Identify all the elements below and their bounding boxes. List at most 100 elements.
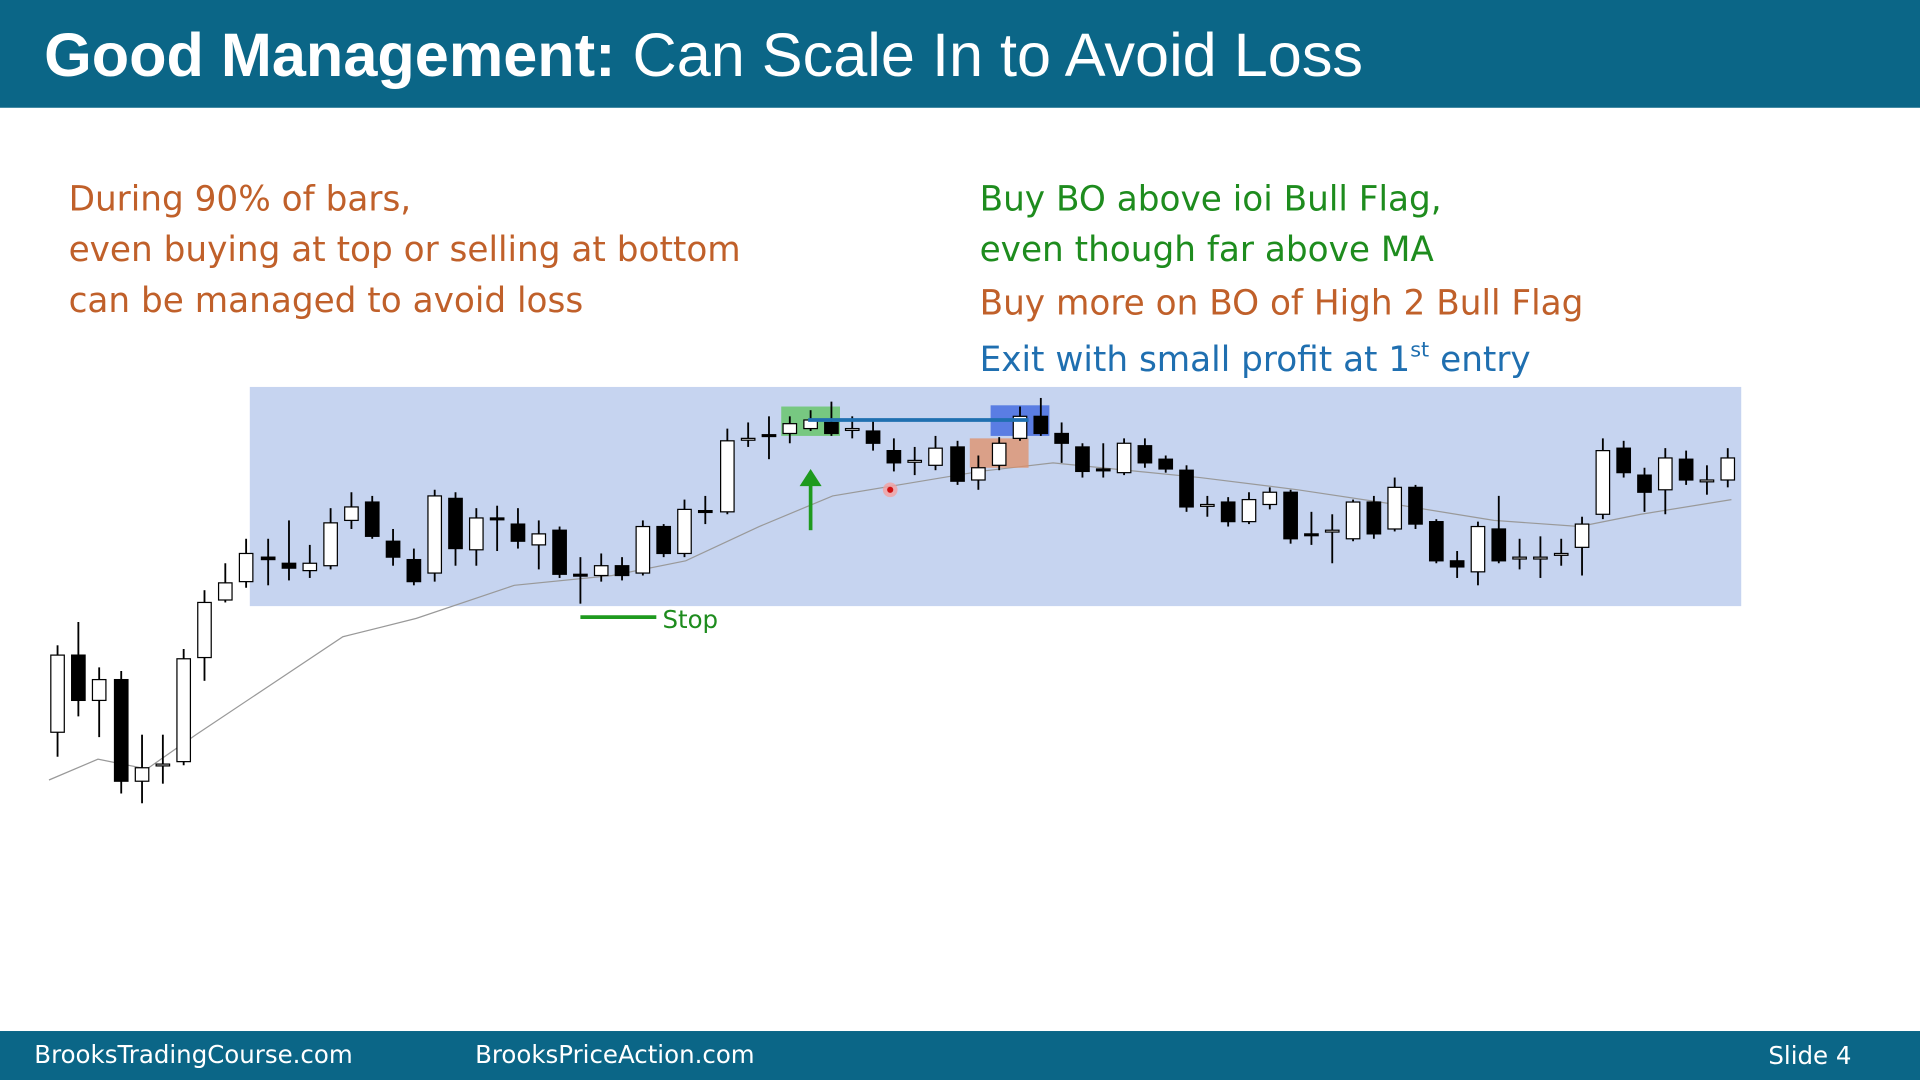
candle-body — [552, 529, 567, 575]
candle-body — [531, 533, 547, 546]
text-line: Buy BO above ioi Bull Flag, — [980, 180, 1442, 220]
candle-body — [824, 421, 839, 435]
candle-body — [844, 427, 860, 432]
text-part: entry — [1440, 340, 1531, 380]
candle-body — [1241, 498, 1257, 523]
candle-body — [323, 522, 338, 567]
candle-body — [385, 540, 401, 558]
text-line: even buying at top or selling at bottom — [69, 230, 741, 270]
title: Good Management: Can Scale In to Avoid L… — [44, 21, 1363, 89]
footer: BrooksTradingCourse.com BrooksPriceActio… — [34, 1040, 1851, 1070]
candle-body — [489, 517, 505, 521]
candle-body — [1158, 458, 1174, 470]
candle-body — [1428, 521, 1444, 562]
candle-body — [865, 430, 881, 444]
candle-body — [991, 442, 1007, 466]
candle-body — [155, 763, 171, 767]
candle-body — [91, 678, 107, 702]
text-part: Exit with small profit at 1 — [980, 340, 1411, 380]
candle-body — [364, 501, 380, 537]
candle-body — [1387, 486, 1403, 530]
candle-body — [510, 523, 526, 542]
candle-body — [1533, 556, 1548, 560]
candle-body — [1449, 560, 1465, 568]
candle-body — [677, 508, 692, 555]
candle-body — [1262, 491, 1278, 506]
candle-body — [1137, 445, 1153, 464]
candles — [50, 397, 1736, 804]
footer-site: BrooksTradingCourse.com — [34, 1040, 352, 1069]
text-line: During 90% of bars, — [69, 180, 412, 220]
candle-body — [761, 434, 777, 438]
title-bold: Good Management: — [44, 21, 615, 89]
candle-body — [1075, 446, 1090, 473]
candle-body — [50, 654, 65, 733]
footer-bar — [0, 1031, 1920, 1080]
candle-body — [1366, 501, 1382, 535]
candle-body — [1491, 528, 1507, 562]
candle-body — [720, 440, 735, 513]
candle-body — [238, 552, 254, 583]
cursor-dot-center — [887, 486, 894, 493]
candle-body — [344, 506, 359, 522]
price-chart: Stop — [48, 386, 1742, 804]
stop-label: Stop — [662, 605, 718, 634]
candle-body — [71, 654, 86, 702]
candle-body — [1324, 529, 1340, 533]
candle-body — [1553, 552, 1569, 556]
candle-body — [1095, 468, 1111, 472]
candle-body — [1637, 474, 1652, 493]
text-line: even though far above MA — [980, 230, 1435, 270]
candle-body — [886, 450, 902, 464]
candle-body — [928, 447, 943, 466]
candle-body — [573, 573, 588, 577]
text-line: Buy more on BO of High 2 Bull Flag — [980, 284, 1584, 324]
candle-body — [1345, 501, 1361, 540]
candle-body — [1657, 457, 1673, 491]
candle-body — [217, 582, 233, 601]
text-line: Exit with small profit at 1st entry — [980, 337, 1531, 380]
candle-body — [113, 678, 129, 782]
text-line: can be managed to avoid loss — [69, 281, 584, 321]
candle-body — [448, 497, 463, 550]
candle-body — [1512, 556, 1527, 560]
candle-body — [1616, 447, 1632, 474]
candle-body — [1283, 491, 1298, 540]
candle-body — [614, 565, 630, 577]
candle-body — [1470, 525, 1486, 573]
slide-number: Slide 4 — [1768, 1041, 1851, 1070]
candle-body — [656, 525, 672, 555]
candle-body — [134, 767, 150, 782]
candle-body — [1179, 469, 1194, 508]
candle-body — [1678, 458, 1694, 481]
candle-body — [1595, 450, 1611, 515]
candle-body — [907, 459, 923, 463]
candle-body — [782, 423, 798, 435]
title-rest: Can Scale In to Avoid Loss — [632, 21, 1363, 89]
candle-body — [950, 446, 965, 482]
moving-average — [48, 462, 1732, 781]
candle-body — [1054, 432, 1069, 444]
candle-body — [1720, 457, 1736, 481]
candle-body — [427, 495, 443, 574]
candle-body — [1116, 442, 1132, 474]
candle-body — [260, 556, 276, 561]
text-part — [1429, 340, 1440, 380]
footer-site: BrooksPriceAction.com — [475, 1040, 755, 1069]
candle-body — [1200, 503, 1215, 507]
candle-body — [1699, 479, 1715, 483]
candle-body — [1408, 486, 1423, 525]
candle-body — [176, 658, 192, 763]
superscript: st — [1410, 337, 1429, 361]
candle-body — [1304, 533, 1319, 537]
candle-body — [1220, 501, 1236, 523]
title-bar — [0, 0, 1920, 108]
candle-body — [971, 467, 986, 481]
candle-body — [593, 565, 609, 577]
candle-body — [468, 517, 484, 551]
candle-body — [302, 562, 318, 572]
candle-body — [197, 601, 212, 659]
candle-body — [1033, 415, 1049, 435]
